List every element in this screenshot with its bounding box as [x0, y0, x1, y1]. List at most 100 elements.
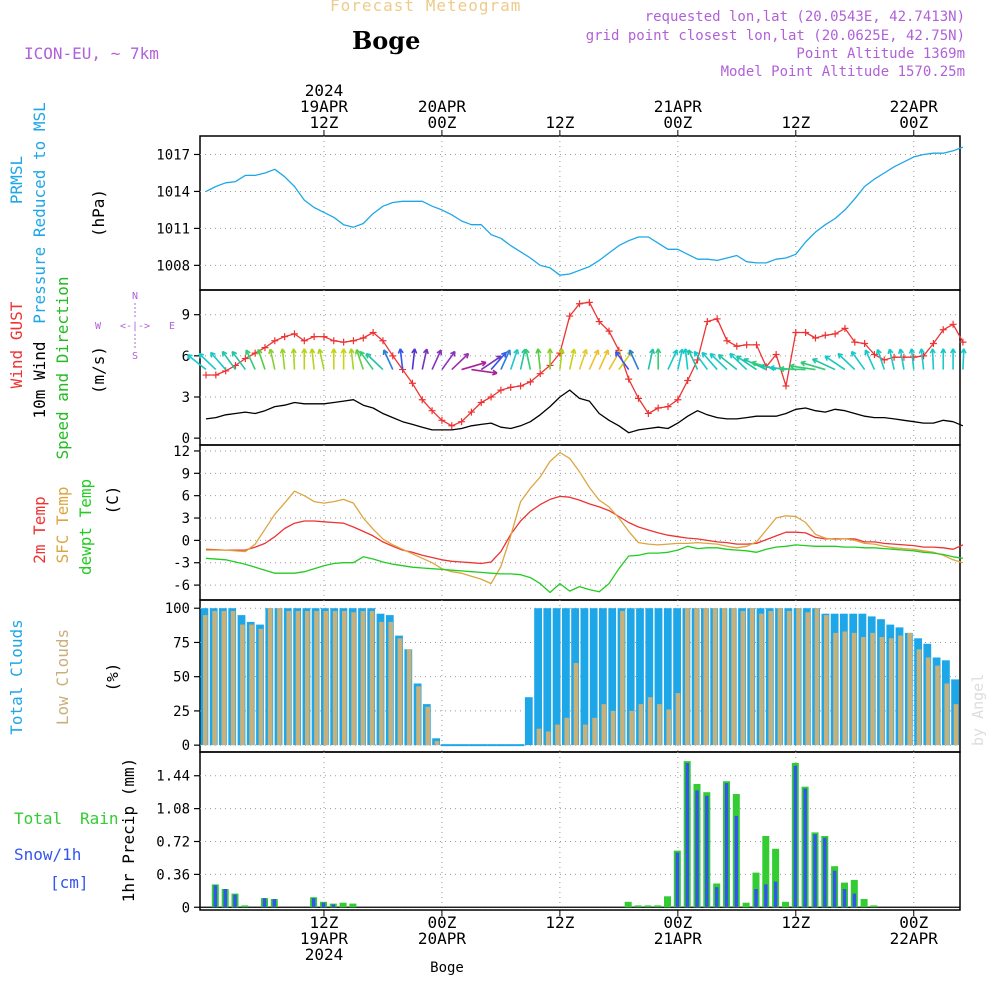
wind-arrow-head [480, 360, 487, 367]
low-cloud-bar [305, 611, 310, 746]
snow-bar [685, 763, 689, 908]
low-cloud-bar [879, 637, 885, 746]
wind-arrow [558, 348, 565, 370]
total-cloud-bar [645, 608, 654, 746]
wind-arrow-shaft [789, 365, 816, 371]
pressure-frame [199, 135, 961, 291]
temperature-tick-label: 12 [173, 444, 190, 460]
gust-marker [418, 396, 426, 404]
wind-arrow-shaft [899, 348, 905, 370]
wind-arrow [887, 348, 895, 370]
gust-marker [595, 318, 603, 326]
gust-marker [310, 333, 318, 341]
wind-arrow-head [603, 349, 610, 356]
wind-arrow-head [960, 348, 967, 354]
snow-bar [724, 783, 729, 908]
wind-arrow-shaft [245, 349, 256, 370]
compass-rose: N W <-|-> E S [95, 291, 175, 362]
wind-arrow [317, 348, 325, 370]
precip-tick-label: 0.36 [156, 867, 190, 883]
gust-marker [870, 350, 878, 358]
wind-arrow [500, 349, 511, 370]
wind-arrow [588, 349, 600, 370]
wind-arrow [950, 348, 957, 370]
low-cloud-bar [267, 608, 273, 746]
wind-arrow-head [397, 348, 404, 354]
pressure-line [205, 146, 964, 276]
gust-marker [811, 334, 819, 342]
clouds-label-low: Low Clouds [53, 629, 72, 725]
wind-arrow [598, 349, 610, 370]
model-label: ICON-EU, ~ 7km [24, 44, 159, 63]
low-cloud-bar [870, 632, 875, 746]
temp-unit: (C) [103, 486, 122, 515]
wind-arrow [647, 348, 656, 370]
compass-e: E [169, 321, 175, 332]
gust-marker [802, 329, 810, 337]
wind-arrow-head [359, 350, 365, 357]
wind-arrow [908, 348, 916, 370]
low-cloud-bar [212, 611, 217, 746]
wind-arrow-shaft [431, 349, 442, 370]
wind-arrow [411, 348, 418, 370]
total-cloud-bar [626, 608, 635, 746]
wind-arrow-head [558, 348, 565, 354]
wind-arrow-head [940, 348, 947, 354]
wind-arrow-shaft [292, 348, 296, 370]
wind-arrow [677, 348, 685, 370]
low-cloud-bar [397, 638, 403, 746]
wind-arrow-head [570, 348, 577, 355]
wind-arrow-shaft [628, 349, 640, 370]
model-altitude: Model Point Altitude 1570.25m [720, 64, 965, 80]
wind-arrow-head [789, 363, 795, 370]
low-cloud-bar [712, 608, 718, 746]
wind-arrow-shaft [210, 351, 227, 371]
gust-marker [772, 350, 780, 358]
gust-marker [792, 329, 800, 337]
wind-arrow-shaft [717, 354, 738, 371]
wind-arrow [441, 350, 456, 371]
wind-arrow [348, 348, 355, 370]
bottom-time-label: 22APR [890, 929, 939, 948]
gust-marker [920, 352, 928, 360]
total-cloud-bar [524, 697, 533, 746]
low-cloud-bar [898, 635, 903, 746]
wind-arrow-shaft [850, 351, 866, 371]
wind-arrow-shaft [693, 351, 708, 371]
gust-marker [330, 337, 338, 345]
wind-arrow-head [864, 349, 870, 356]
wind-arrow-head [340, 348, 347, 354]
gust-marker [880, 356, 888, 364]
wind-arrow-head [436, 349, 443, 356]
wind-label-10m: 10m Wind [30, 341, 49, 418]
wind-arrow-head [186, 354, 193, 360]
low-cloud-bar [351, 612, 356, 746]
rain-bar [644, 905, 652, 908]
wind-arrow-shaft [962, 348, 965, 370]
gust-marker [281, 333, 289, 341]
low-cloud-bar [555, 724, 560, 746]
wind-arrow [309, 348, 316, 370]
wind-arrow-shaft [729, 353, 748, 371]
wind-arrow-shaft [355, 349, 365, 370]
compass-s: S [132, 351, 138, 362]
low-cloud-bar [685, 608, 690, 746]
low-cloud-bar [925, 657, 931, 746]
gust-marker [300, 337, 308, 345]
wind-arrow [578, 348, 588, 370]
low-cloud-bar [666, 709, 671, 746]
wind-arrow-head [887, 348, 894, 355]
precip-tick-label: 1.44 [156, 769, 190, 785]
wind-arrow-shaft [471, 368, 498, 374]
wind-arrow-head [628, 349, 635, 356]
wind-arrow-shaft [779, 368, 806, 371]
low-cloud-bar [749, 608, 755, 746]
wind-arrow [850, 350, 866, 371]
rain-bar [654, 905, 662, 908]
wind-arrow-head [875, 348, 882, 355]
clouds-tick-label: 50 [173, 670, 190, 686]
total-cloud-bar [552, 608, 561, 746]
gust-marker [536, 370, 544, 378]
wind-arrow [614, 350, 630, 371]
